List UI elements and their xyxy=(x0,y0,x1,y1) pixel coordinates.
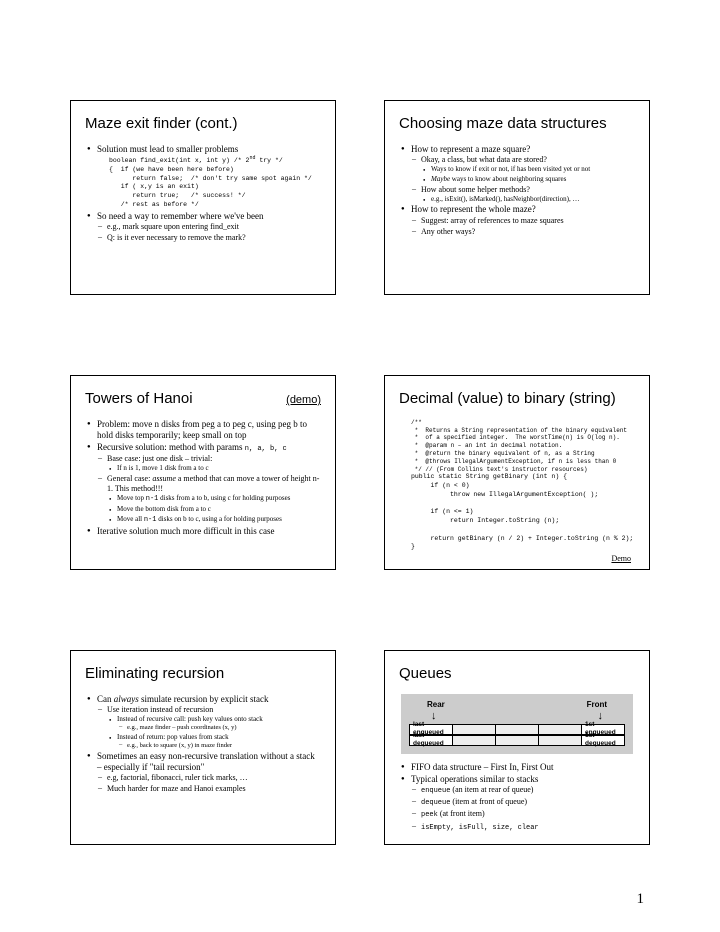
sub-sub-bullet: Move all n-1 disks on b to c, using a fo… xyxy=(107,515,321,525)
slide-eliminating-recursion: Eliminating recursion Can always simulat… xyxy=(70,650,336,845)
down-arrow-icon: ↓ xyxy=(598,711,604,722)
page-number: 1 xyxy=(637,891,645,908)
front-label: Front xyxy=(587,700,607,710)
bullet: How to represent the whole maze? Suggest… xyxy=(399,204,635,236)
slide-title: Decimal (value) to binary (string) xyxy=(399,390,635,409)
slide-title: Queues xyxy=(399,665,635,684)
demo-link[interactable]: Demo xyxy=(399,554,635,564)
slide-title: Eliminating recursion xyxy=(85,665,321,684)
sub-bullet: isEmpty, isFull, size, clear xyxy=(411,822,635,833)
sub-bullet: enqueue (an item at rear of queue) xyxy=(411,785,635,796)
sub-bullet: Suggest: array of references to maze squ… xyxy=(411,216,635,226)
sub-bullet: How about some helper methods? e.g., isE… xyxy=(411,185,635,204)
sub-bullet: Q: is it ever necessary to remove the ma… xyxy=(97,233,321,243)
javadoc-comment: /** * Returns a String representation of… xyxy=(399,419,635,474)
sub-sub-bullet: Instead of recursive call: push key valu… xyxy=(107,715,321,732)
queue-cell xyxy=(452,735,495,746)
sub-sub-bullet: If n is 1, move 1 disk from a to c xyxy=(107,464,321,473)
queue-cell xyxy=(452,724,495,735)
bullet-text: How to represent a maze square? xyxy=(411,144,530,154)
bullet: Sometimes an easy non-recursive translat… xyxy=(85,751,321,795)
bullet: Solution must lead to smaller problems b… xyxy=(85,144,321,210)
bullet: Problem: move n disks from peg a to peg … xyxy=(85,419,321,442)
down-arrow-icon: ↓ xyxy=(431,711,437,722)
slide-choosing-maze-ds: Choosing maze data structures How to rep… xyxy=(384,100,650,295)
bullet-text: So need a way to remember where we've be… xyxy=(97,211,264,221)
sub-sub-bullet: Instead of return: pop values from stack… xyxy=(107,733,321,750)
sub-bullet: Base case: just one disk – trivial: If n… xyxy=(97,454,321,473)
bullet-text: Solution must lead to smaller problems xyxy=(97,144,238,154)
slide-queues: Queues Rear Front ↓ ↓ last enqueued 1st … xyxy=(384,650,650,845)
queue-cell: last dequeued xyxy=(409,735,452,746)
code-block: public static String getBinary (int n) {… xyxy=(399,473,635,552)
sub-bullet: e.g., mark square upon entering find_exi… xyxy=(97,222,321,232)
sub-bullet: dequeue (item at front of queue) xyxy=(411,797,635,808)
sub-sub-sub-bullet: e.g., back to square (x, y) in maze find… xyxy=(117,742,321,750)
slide-decimal-to-binary: Decimal (value) to binary (string) /** *… xyxy=(384,375,650,570)
bullet: FIFO data structure – First In, First Ou… xyxy=(399,762,635,773)
bullet-text: How to represent the whole maze? xyxy=(411,204,536,214)
bullet: So need a way to remember where we've be… xyxy=(85,211,321,243)
bullet: How to represent a maze square? Okay, a … xyxy=(399,144,635,204)
sub-sub-bullet: Move top n-1 disks from a to b, using c … xyxy=(107,494,321,504)
queue-cell xyxy=(495,735,538,746)
sub-sub-bullet: Maybe ways to know about neighboring squ… xyxy=(421,175,635,184)
slide-title: Choosing maze data structures xyxy=(399,115,635,134)
sub-bullet: Much harder for maze and Hanoi examples xyxy=(97,784,321,794)
slide-title: Maze exit finder (cont.) xyxy=(85,115,321,134)
bullet: Iterative solution much more difficult i… xyxy=(85,526,321,537)
sub-bullet: e.g, factorial, fibonacci, ruler tick ma… xyxy=(97,773,321,783)
slide-grid: Maze exit finder (cont.) Solution must l… xyxy=(0,0,720,875)
queue-cell xyxy=(538,735,581,746)
sub-sub-bullet: Ways to know if exit or not, if has been… xyxy=(421,165,635,174)
rear-label: Rear xyxy=(427,700,445,710)
code-block: boolean find_exit(int x, int y) /* 2nd t… xyxy=(97,155,321,210)
slide-maze-exit-finder: Maze exit finder (cont.) Solution must l… xyxy=(70,100,336,295)
sub-bullet: Okay, a class, but what data are stored?… xyxy=(411,155,635,184)
queue-cell xyxy=(495,724,538,735)
queue-diagram: Rear Front ↓ ↓ last enqueued 1st enqueue… xyxy=(401,694,633,754)
demo-link[interactable]: (demo) xyxy=(286,394,321,408)
sub-bullet: Use iteration instead of recursion Inste… xyxy=(97,705,321,750)
sub-bullet: Any other ways? xyxy=(411,227,635,237)
bullet: Can always simulate recursion by explici… xyxy=(85,694,321,750)
slide-title: Towers of Hanoi xyxy=(85,390,193,409)
bullet: Typical operations similar to stacks enq… xyxy=(399,774,635,833)
sub-bullet: peek (at front item) xyxy=(411,809,635,820)
slide-towers-of-hanoi: Towers of Hanoi (demo) Problem: move n d… xyxy=(70,375,336,570)
queue-row-bottom: last dequeued 1st dequeued xyxy=(409,735,625,746)
sub-bullet: General case: assume a method that can m… xyxy=(97,474,321,525)
sub-sub-bullet: e.g., isExit(), isMarked(), hasNeighbor(… xyxy=(421,195,635,204)
bullet: Recursive solution: method with params n… xyxy=(85,442,321,525)
sub-sub-bullet: Move the bottom disk from a to c xyxy=(107,505,321,514)
queue-cell: 1st dequeued xyxy=(581,735,625,746)
sub-sub-sub-bullet: e.g., maze finder – push coordinates (x,… xyxy=(117,724,321,732)
queue-cell xyxy=(538,724,581,735)
